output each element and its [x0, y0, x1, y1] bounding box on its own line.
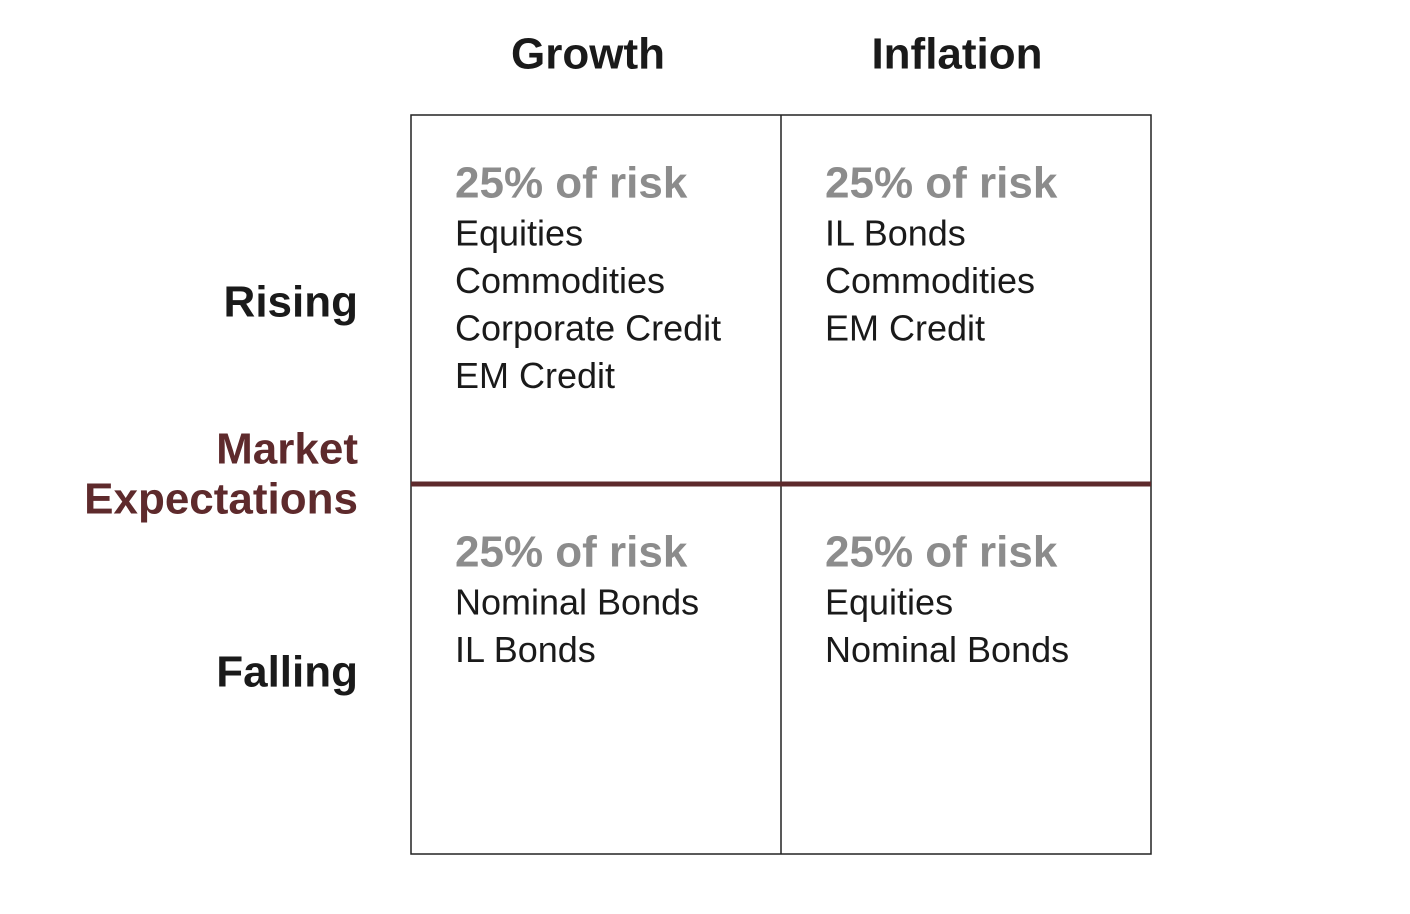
cell-heading: 25% of risk — [825, 159, 1058, 208]
column-header: Inflation — [871, 30, 1042, 79]
cell-item: IL Bonds — [825, 213, 966, 254]
cell-item: IL Bonds — [455, 629, 596, 670]
cell-item: Equities — [825, 582, 953, 623]
cell-item: Commodities — [455, 260, 665, 301]
cell-heading: 25% of risk — [455, 159, 688, 208]
cell-item: Nominal Bonds — [825, 629, 1069, 670]
row-label: Rising — [224, 278, 358, 327]
cell-item: Corporate Credit — [455, 308, 721, 349]
cell-item: EM Credit — [455, 355, 615, 396]
cell-item: Commodities — [825, 260, 1035, 301]
center-label: Market — [216, 425, 358, 474]
column-header: Growth — [511, 30, 665, 79]
cell-heading: 25% of risk — [455, 528, 688, 577]
center-label: Expectations — [84, 475, 358, 524]
cell-item: Nominal Bonds — [455, 582, 699, 623]
row-label: Falling — [216, 648, 358, 697]
cell-item: Equities — [455, 213, 583, 254]
cell-item: EM Credit — [825, 308, 985, 349]
cell-heading: 25% of risk — [825, 528, 1058, 577]
